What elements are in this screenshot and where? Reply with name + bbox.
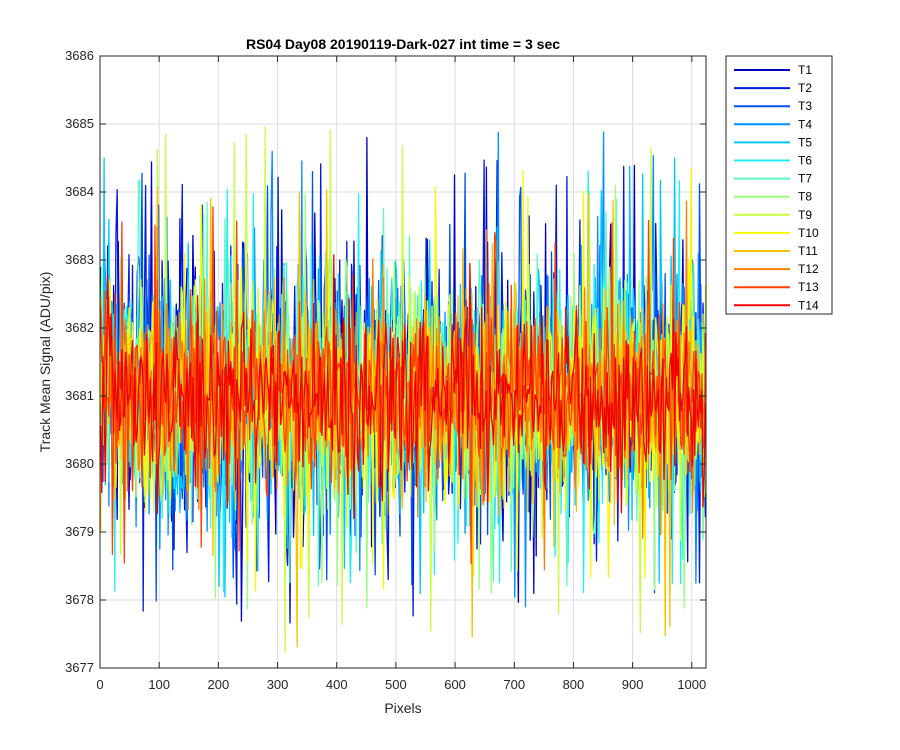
- x-tick-label: 800: [563, 677, 585, 692]
- y-tick-label: 3685: [65, 116, 94, 131]
- legend-label-T5: T5: [798, 135, 812, 149]
- y-tick-label: 3684: [65, 184, 94, 199]
- x-tick-label: 900: [622, 677, 644, 692]
- y-tick-label: 3683: [65, 252, 94, 267]
- legend-label-T10: T10: [798, 226, 819, 240]
- y-axis-label: Track Mean Signal (ADU/pix): [37, 272, 53, 453]
- legend-label-T13: T13: [798, 280, 819, 294]
- legend-box: [725, 55, 833, 315]
- legend-label-T3: T3: [798, 99, 812, 113]
- legend-label-T9: T9: [798, 208, 812, 222]
- x-tick-label: 0: [96, 677, 103, 692]
- x-axis-label: Pixels: [384, 700, 421, 716]
- y-tick-label: 3680: [65, 456, 94, 471]
- chart-title: RS04 Day08 20190119-Dark-027 int time = …: [246, 36, 560, 52]
- x-tick-label: 100: [148, 677, 170, 692]
- legend-label-T7: T7: [798, 172, 812, 186]
- x-tick-label: 300: [267, 677, 289, 692]
- legend: T1 T2 T3 T4 T5 T6 T7 T8 T9 T10 T11 T12 T13 T14: [725, 55, 833, 315]
- legend-label-T12: T12: [798, 262, 819, 276]
- series-line-T14: [99, 254, 707, 520]
- legend-label-T4: T4: [798, 117, 812, 131]
- legend-label-T11: T11: [798, 244, 818, 258]
- y-tick-label: 3678: [65, 592, 94, 607]
- x-tick-label: 500: [385, 677, 407, 692]
- tick-layer: 0 100 200 300 400 500 600 700 800 900 1000 3677 3678…: [65, 48, 706, 692]
- x-tick-label: 400: [326, 677, 348, 692]
- legend-label-T2: T2: [798, 81, 812, 95]
- series-layer: [99, 126, 707, 654]
- x-tick-label: 600: [444, 677, 466, 692]
- x-tick-label: 700: [503, 677, 525, 692]
- y-tick-label: 3681: [65, 388, 94, 403]
- legend-items: T1 T2 T3 T4 T5 T6 T7 T8 T9 T10 T11 T12 T13 T14: [734, 63, 819, 312]
- legend-label-T6: T6: [798, 154, 812, 168]
- y-tick-label: 3679: [65, 524, 94, 539]
- y-tick-label: 3677: [65, 660, 94, 675]
- legend-label-T14: T14: [798, 298, 819, 312]
- y-tick-label: 3686: [65, 48, 94, 63]
- y-tick-label: 3682: [65, 320, 94, 335]
- x-tick-label: 200: [208, 677, 230, 692]
- legend-label-T1: T1: [798, 63, 812, 77]
- x-tick-label: 1000: [677, 677, 706, 692]
- legend-label-T8: T8: [798, 190, 812, 204]
- plot-frame: [99, 55, 707, 669]
